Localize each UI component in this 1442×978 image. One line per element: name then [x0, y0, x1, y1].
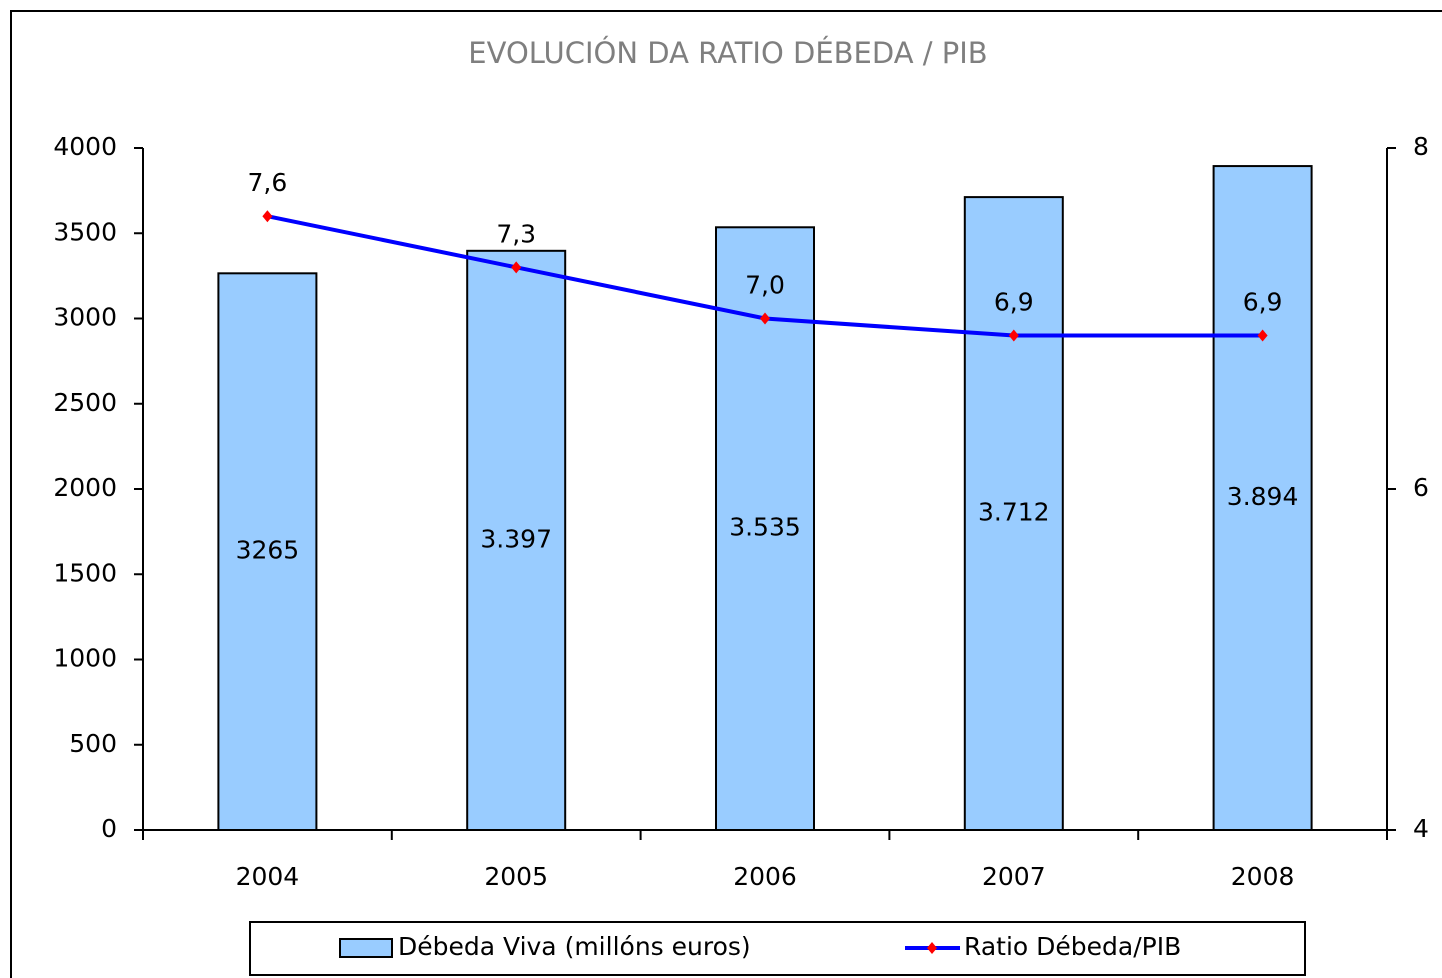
bar-value-label: 3.535 — [729, 513, 801, 542]
line-marker — [262, 210, 273, 223]
bar — [963, 196, 1064, 831]
bar-value-label: 3.397 — [480, 524, 552, 553]
line-marker — [1257, 329, 1268, 342]
y2-tick-label: 4 — [1413, 814, 1429, 843]
line-value-label: 7,6 — [248, 168, 288, 197]
x-tick-label: 2008 — [1231, 862, 1295, 891]
y-tick-label: 1500 — [53, 558, 117, 587]
line-value-label: 7,3 — [496, 219, 536, 248]
legend-label: Ratio Débeda/PIB — [964, 932, 1181, 961]
legend-box — [249, 921, 1306, 976]
y-tick-label: 3000 — [53, 303, 117, 332]
y-tick-label: 4000 — [53, 132, 117, 161]
bar — [1212, 165, 1313, 831]
y-tick-label: 0 — [101, 814, 117, 843]
x-tick-label: 2005 — [484, 862, 548, 891]
line-value-label: 6,9 — [1243, 288, 1283, 317]
bar-value-label: 3.712 — [978, 498, 1050, 527]
line-marker — [511, 261, 522, 274]
x-tick-label: 2006 — [733, 862, 797, 891]
x-tick-label: 2007 — [982, 862, 1046, 891]
line-value-label: 6,9 — [994, 288, 1034, 317]
y-tick-label: 1000 — [53, 644, 117, 673]
bar-value-label: 3.894 — [1227, 482, 1299, 511]
y-tick-label: 3500 — [53, 217, 117, 246]
y2-tick-label: 6 — [1413, 473, 1429, 502]
y2-tick-label: 8 — [1413, 132, 1429, 161]
y-tick-label: 2500 — [53, 388, 117, 417]
legend-label: Débeda Viva (millóns euros) — [398, 932, 751, 961]
x-tick-label: 2004 — [236, 862, 300, 891]
y-tick-label: 2000 — [53, 473, 117, 502]
bar-value-label: 3265 — [236, 536, 300, 565]
legend-swatch — [339, 938, 393, 958]
legend-marker — [927, 942, 937, 954]
bar — [217, 272, 318, 831]
line-marker — [1008, 329, 1019, 342]
chart-title: EVOLUCIÓN DA RATIO DÉBEDA / PIB — [468, 36, 987, 70]
bar — [715, 226, 815, 832]
line-marker — [760, 312, 770, 325]
bar — [466, 249, 567, 831]
line-value-label: 7,0 — [745, 271, 785, 300]
y-tick-label: 500 — [69, 729, 117, 758]
